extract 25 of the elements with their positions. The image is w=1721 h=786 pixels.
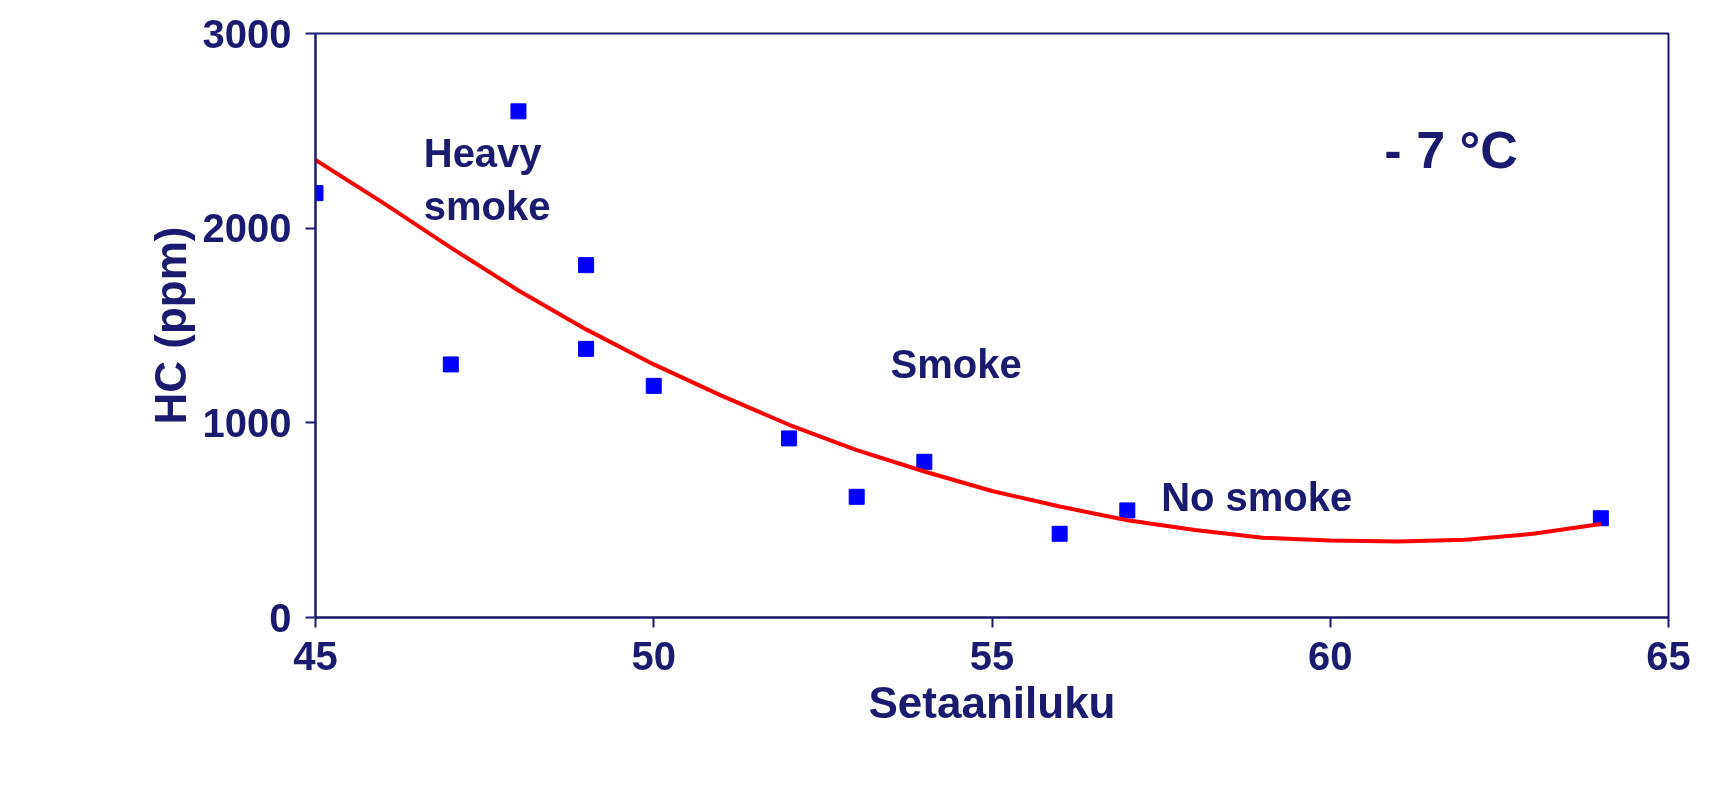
y-tick-label: 1000 [202,400,292,445]
annotation: Smoke [890,342,1022,387]
point [645,377,662,394]
point [848,488,865,505]
point [916,453,933,470]
x-tick-label: 65 [1646,633,1691,678]
x-axis-title: Setaaniluku [868,677,1116,727]
point [442,356,459,373]
annotation: No smoke [1161,474,1353,519]
point [510,103,527,120]
x-tick-label: 55 [969,633,1015,678]
point [1051,525,1068,542]
y-tick-label: 3000 [202,11,292,56]
y-tick-label: 2000 [202,206,292,251]
point [781,430,798,447]
point [1119,502,1136,519]
point [578,340,595,357]
point [578,257,595,274]
x-tick-label: 50 [631,633,676,678]
annotation: - 7 °C [1384,121,1518,180]
annotation: Heavy smoke [423,131,551,228]
x-tick-label: 45 [293,633,338,678]
x-tick-label: 60 [1308,633,1353,678]
y-axis-title: HC (ppm) [145,226,195,425]
y-tick-label: 0 [269,595,292,640]
